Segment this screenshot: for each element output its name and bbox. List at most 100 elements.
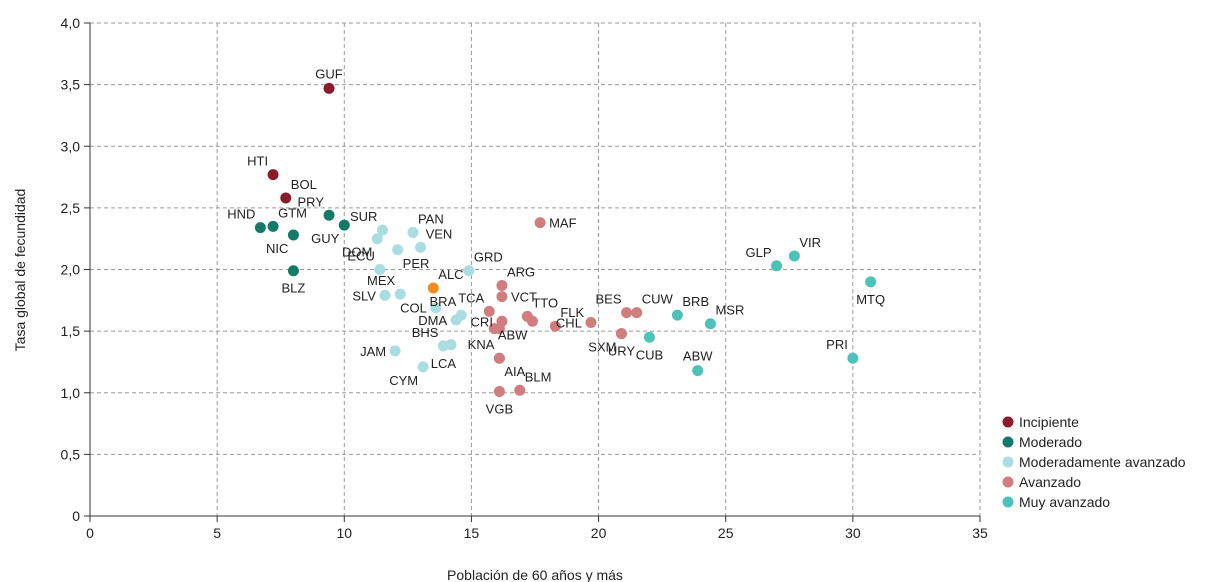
- x-tick-label: 25: [718, 525, 734, 541]
- point-abw: [692, 365, 704, 377]
- axes: [84, 22, 981, 522]
- y-tick-label: 4,0: [61, 15, 81, 31]
- point-gtm: [267, 220, 279, 232]
- point-sur: [376, 224, 388, 236]
- y-tick-label: 3,5: [61, 77, 81, 93]
- point-label-bol: BOL: [291, 177, 317, 192]
- point-pry: [323, 209, 335, 221]
- point-lca: [437, 340, 449, 352]
- point-label-brb: BRB: [682, 294, 709, 309]
- legend-marker: [1002, 456, 1014, 468]
- point-label-lca: LCA: [431, 356, 457, 371]
- point-brb: [671, 309, 683, 321]
- point-label-sur: SUR: [350, 209, 377, 224]
- y-tick-label: 2,5: [61, 200, 81, 216]
- point-label-gtm: GTM: [278, 205, 307, 220]
- point-label-vct: VCT: [511, 290, 537, 305]
- point-labels: GUF HTI BOL PRY GUY HND GTM NIC BLZ SUR PAN DOM VEN P…: [227, 66, 885, 416]
- y-tick-label: 1,5: [61, 323, 81, 339]
- point-label-grd: GRD: [474, 250, 503, 265]
- legend-marker: [1002, 496, 1014, 508]
- point-cri3: [493, 323, 505, 335]
- point-vir: [788, 250, 800, 262]
- point-grd: [463, 265, 475, 277]
- y-tick-label: 1,0: [61, 385, 81, 401]
- point-blm: [514, 384, 526, 396]
- point-label-ven: VEN: [426, 226, 453, 241]
- y-tick-label: 0,5: [61, 446, 81, 462]
- point-glp: [771, 260, 783, 272]
- point-label-nic: NIC: [266, 241, 288, 256]
- y-axis-label: Tasa global de fecundidad: [12, 189, 28, 352]
- x-axis-label: Población de 60 años y más: [447, 567, 623, 582]
- point-label-arg: ARG: [507, 265, 535, 280]
- point-label-cuw: CUW: [642, 292, 674, 307]
- legend-label: Moderado: [1019, 434, 1082, 450]
- x-tick-label: 0: [86, 525, 94, 541]
- y-tick-label: 0: [72, 508, 80, 524]
- point-label-pri: PRI: [826, 337, 848, 352]
- point-ury: [615, 328, 627, 340]
- point-label-chl: CHL: [556, 315, 582, 330]
- legend-label: Moderadamente avanzado: [1019, 454, 1186, 470]
- legend-label: Muy avanzado: [1019, 494, 1110, 510]
- point-label-slv: SLV: [352, 288, 376, 303]
- point-label-ury: URY: [608, 344, 636, 359]
- point-msr: [704, 318, 716, 330]
- point-bol: [280, 192, 292, 204]
- x-tick-label: 5: [213, 525, 221, 541]
- legend-label: Incipiente: [1019, 414, 1079, 430]
- point-flk: [549, 320, 561, 332]
- point-label-guf: GUF: [315, 66, 343, 81]
- point-label-blm: BLM: [525, 369, 552, 384]
- point-label-msr: MSR: [715, 303, 744, 318]
- point-label-ecu: ECU: [347, 249, 374, 264]
- point-label-alc: ALC: [438, 267, 463, 282]
- point-per: [392, 244, 404, 256]
- grid-lines: [90, 22, 981, 516]
- point-pri: [847, 352, 859, 364]
- point-label-hnd: HND: [227, 207, 255, 222]
- point-blz: [287, 265, 299, 277]
- point-chl: [585, 316, 597, 328]
- point-label-bhs: BHS: [412, 325, 439, 340]
- point-label-mtq: MTQ: [856, 292, 885, 307]
- point-label-bra: BRA: [430, 294, 457, 309]
- point-label-flk: FLK: [560, 305, 584, 320]
- legend-marker: [1002, 436, 1014, 448]
- point-label-tto: TTO: [532, 295, 558, 310]
- point-mex: [394, 288, 406, 300]
- point-vgb: [493, 386, 505, 398]
- point-abw: [526, 315, 538, 327]
- x-tick-label: 35: [972, 525, 988, 541]
- point-label-abw: ABW: [498, 327, 528, 342]
- point-label-vir: VIR: [799, 235, 821, 250]
- point-slv: [379, 289, 391, 301]
- point-label-col: COL: [400, 301, 427, 316]
- point-label-jam: JAM: [360, 344, 386, 359]
- point-alc: [427, 282, 439, 294]
- point-cub: [643, 331, 655, 343]
- point-label-cri: CRI: [471, 314, 493, 329]
- point-nic: [287, 229, 299, 241]
- y-tick-label: 2,0: [61, 262, 81, 278]
- point-label-guy: GUY: [311, 231, 340, 246]
- point-cym: [417, 361, 429, 373]
- point-tca: [483, 305, 495, 317]
- point-aia: [493, 352, 505, 364]
- point-label-tca: TCA: [458, 290, 484, 305]
- point-label-dom: DOM: [342, 245, 372, 260]
- point-label-mex: MEX: [367, 273, 396, 288]
- point-label-sxm: SXM: [588, 340, 616, 355]
- point-ecu: [374, 264, 386, 275]
- point-col: [430, 302, 442, 314]
- point-mtq: [865, 276, 877, 288]
- point-maf: [534, 217, 546, 229]
- point-label-pan: PAN: [418, 212, 444, 227]
- x-tick-label: 10: [336, 525, 352, 541]
- point-label-maf: MAF: [549, 216, 577, 231]
- point-dma: [450, 314, 462, 326]
- data-points: [254, 82, 877, 398]
- legend-label: Avanzado: [1019, 474, 1081, 490]
